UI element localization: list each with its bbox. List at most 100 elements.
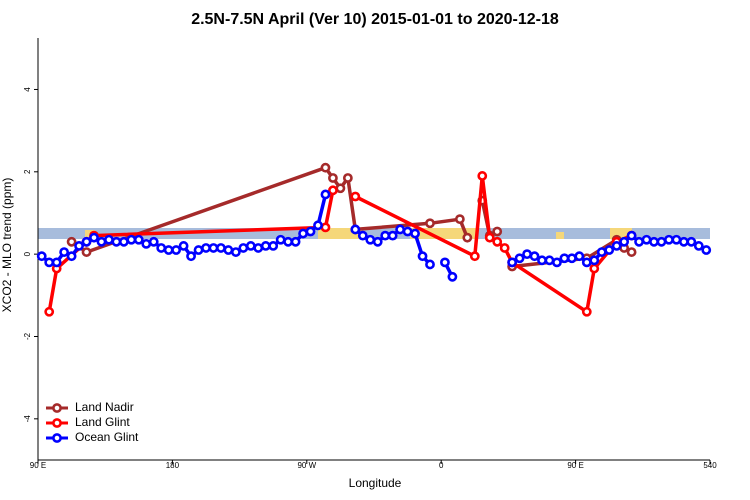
y-axis-label: XCO2 - MLO trend (ppm) <box>0 178 14 313</box>
point <box>507 257 518 268</box>
x-tick-label: 90 E <box>567 461 583 470</box>
point <box>275 234 286 245</box>
land-patch <box>410 228 478 239</box>
y-tick-label: -4 <box>23 415 32 423</box>
point <box>447 271 458 282</box>
x-tick-label: 90 W <box>297 461 316 470</box>
point <box>544 255 555 266</box>
point <box>156 243 167 253</box>
land-patch <box>556 232 564 239</box>
point <box>634 236 644 247</box>
point <box>36 251 47 262</box>
point <box>133 234 144 245</box>
point <box>111 236 122 247</box>
point <box>350 224 361 235</box>
land-patch <box>318 228 360 239</box>
point <box>701 245 712 255</box>
point <box>96 236 107 247</box>
legend-label: Land Nadir <box>75 400 134 414</box>
point <box>223 245 234 255</box>
point <box>81 247 92 257</box>
point <box>671 234 682 245</box>
point <box>320 189 331 200</box>
point <box>44 306 55 317</box>
point <box>305 226 316 237</box>
point <box>462 232 473 243</box>
point <box>656 236 667 247</box>
point <box>245 241 256 251</box>
y-tick-label: -2 <box>23 332 32 340</box>
point <box>514 253 525 264</box>
point <box>387 230 398 241</box>
point <box>425 218 435 229</box>
point <box>686 236 697 247</box>
point <box>51 257 62 268</box>
point <box>581 257 592 268</box>
y-tick-label: 2 <box>23 169 32 174</box>
point <box>208 243 219 253</box>
land-patch <box>610 228 632 239</box>
point <box>216 243 226 253</box>
point <box>328 185 338 196</box>
point <box>552 257 562 268</box>
point <box>335 183 346 194</box>
point <box>328 173 338 183</box>
point <box>238 243 249 253</box>
point <box>104 234 114 245</box>
point <box>186 251 196 262</box>
point <box>350 191 361 202</box>
point <box>342 173 353 183</box>
point <box>298 228 308 239</box>
x-tick-label: 540 <box>703 461 717 470</box>
point <box>454 214 465 225</box>
point <box>693 241 704 251</box>
point <box>66 251 77 262</box>
point <box>81 236 92 247</box>
point <box>59 247 70 257</box>
point <box>626 247 637 257</box>
point <box>320 222 331 233</box>
x-axis-label: Longitude <box>349 476 402 490</box>
point <box>596 247 607 257</box>
point <box>201 243 211 253</box>
point <box>522 249 532 260</box>
point <box>649 236 659 247</box>
point <box>417 251 428 262</box>
point <box>193 245 204 255</box>
point <box>440 257 450 268</box>
point <box>537 255 547 266</box>
legend-label: Land Glint <box>75 415 130 429</box>
point <box>611 241 622 251</box>
point <box>410 228 420 239</box>
point <box>678 236 689 247</box>
y-tick-label: 0 <box>23 251 32 256</box>
point <box>402 226 413 237</box>
point <box>589 255 600 266</box>
point <box>559 253 570 264</box>
point <box>290 236 301 247</box>
chart-title: 2.5N-7.5N April (Ver 10) 2015-01-01 to 2… <box>191 11 559 28</box>
point <box>268 241 279 251</box>
point <box>283 236 294 247</box>
point <box>253 243 264 253</box>
point <box>171 245 182 255</box>
series-line <box>70 165 633 269</box>
point <box>74 241 84 251</box>
point <box>477 171 488 181</box>
point <box>619 236 630 247</box>
point <box>626 230 637 241</box>
point <box>380 230 391 241</box>
point <box>118 236 129 247</box>
legend-marker <box>52 418 62 428</box>
point <box>44 257 55 268</box>
point <box>126 234 137 245</box>
point <box>581 306 592 317</box>
point <box>365 234 376 245</box>
point <box>313 220 323 231</box>
point <box>425 259 435 270</box>
x-tick-label: 90 E <box>30 461 46 470</box>
point <box>395 224 406 235</box>
y-tick-label: 4 <box>23 87 32 92</box>
point <box>664 234 674 245</box>
